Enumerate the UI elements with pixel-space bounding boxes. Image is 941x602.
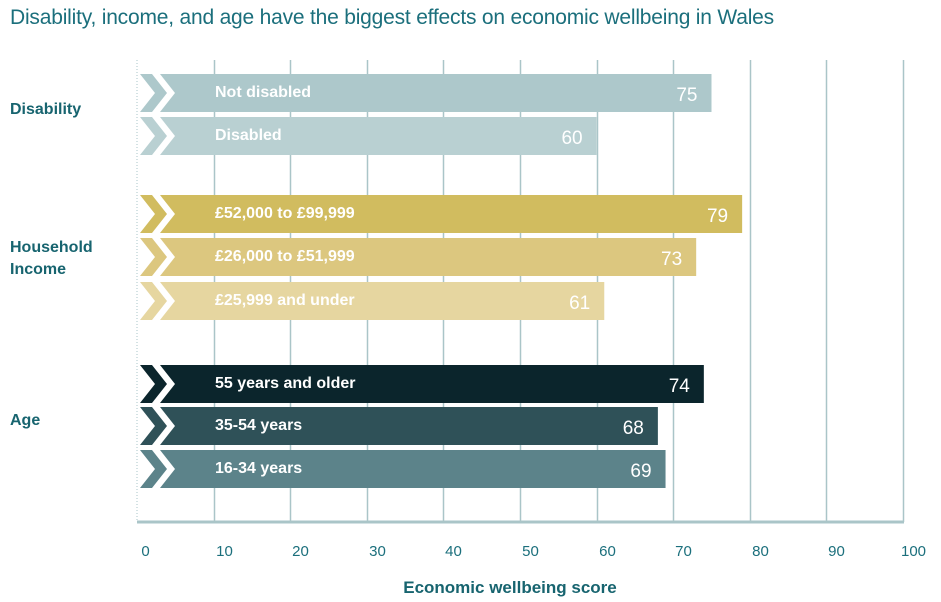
bar-row: Disabled 60 [140,117,597,155]
bar-category-label: 55 years and older [215,375,356,392]
bar-row: 16-34 years 69 [140,450,666,488]
bar-category-label: £26,000 to £51,999 [215,248,355,265]
chart-title: Disability, income, and age have the big… [10,6,774,29]
group-label-disability: Disability [10,101,82,118]
group-label-household-income-line1: Household [10,239,93,256]
bar-value-label: 73 [661,249,682,270]
x-tick-label: 100 [901,543,926,560]
x-tick-label: 10 [216,543,233,560]
chevron-arrow-icon [140,407,167,445]
x-tick-label: 40 [445,543,462,560]
chevron-arrow-icon [140,74,167,112]
x-tick-label: 90 [828,543,845,560]
chevron-arrow-icon [140,282,167,320]
bar [160,238,697,276]
x-tick-label: 20 [292,543,309,560]
bar [160,365,704,403]
bar-value-label: 61 [569,293,590,314]
bars: Not disabled 75 Disabled 60 £52,000 to £99,9… [140,74,743,488]
bar [160,117,597,155]
bar-row: £52,000 to £99,999 79 [140,195,743,233]
x-tick-label: 70 [675,543,692,560]
x-tick-label: 60 [599,543,616,560]
bar [160,407,658,445]
bar-row: Not disabled 75 [140,74,712,112]
group-label-household-income-line2: Income [10,261,67,278]
bar-category-label: £52,000 to £99,999 [215,205,355,222]
bar-row: £25,999 and under 61 [140,282,605,320]
bar-value-label: 68 [623,418,644,439]
chevron-arrow-icon [140,195,167,233]
bar-category-label: Not disabled [215,84,311,101]
bar [160,450,666,488]
bar-category-label: 35-54 years [215,417,302,434]
chevron-arrow-icon [140,365,167,403]
bar-category-label: £25,999 and under [215,292,355,309]
x-tick-labels: 0 10 20 30 40 50 60 70 80 90 100 [141,543,926,560]
x-tick-label: 50 [522,543,539,560]
group-label-household-income: Household Income [10,237,93,281]
bar-value-label: 79 [707,206,728,227]
bar [160,74,712,112]
chevron-arrow-icon [140,238,167,276]
bar [160,195,743,233]
bar-category-label: Disabled [215,127,282,144]
bar-category-label: 16-34 years [215,460,302,477]
chevron-arrow-icon [140,450,167,488]
bar-row: 35-54 years 68 [140,407,658,445]
x-tick-label: 0 [141,543,149,560]
bar-value-label: 74 [669,376,691,397]
chevron-arrow-icon [140,117,167,155]
bar-row: £26,000 to £51,999 73 [140,238,697,276]
bar-value-label: 75 [676,85,697,106]
bar-row: 55 years and older 74 [140,365,704,403]
bar-value-label: 60 [561,128,582,149]
bar [160,282,605,320]
group-label-age: Age [10,412,41,429]
bar-value-label: 69 [630,461,651,482]
x-tick-label: 30 [369,543,386,560]
x-axis-label: Economic wellbeing score [403,578,617,597]
x-tick-label: 80 [752,543,769,560]
